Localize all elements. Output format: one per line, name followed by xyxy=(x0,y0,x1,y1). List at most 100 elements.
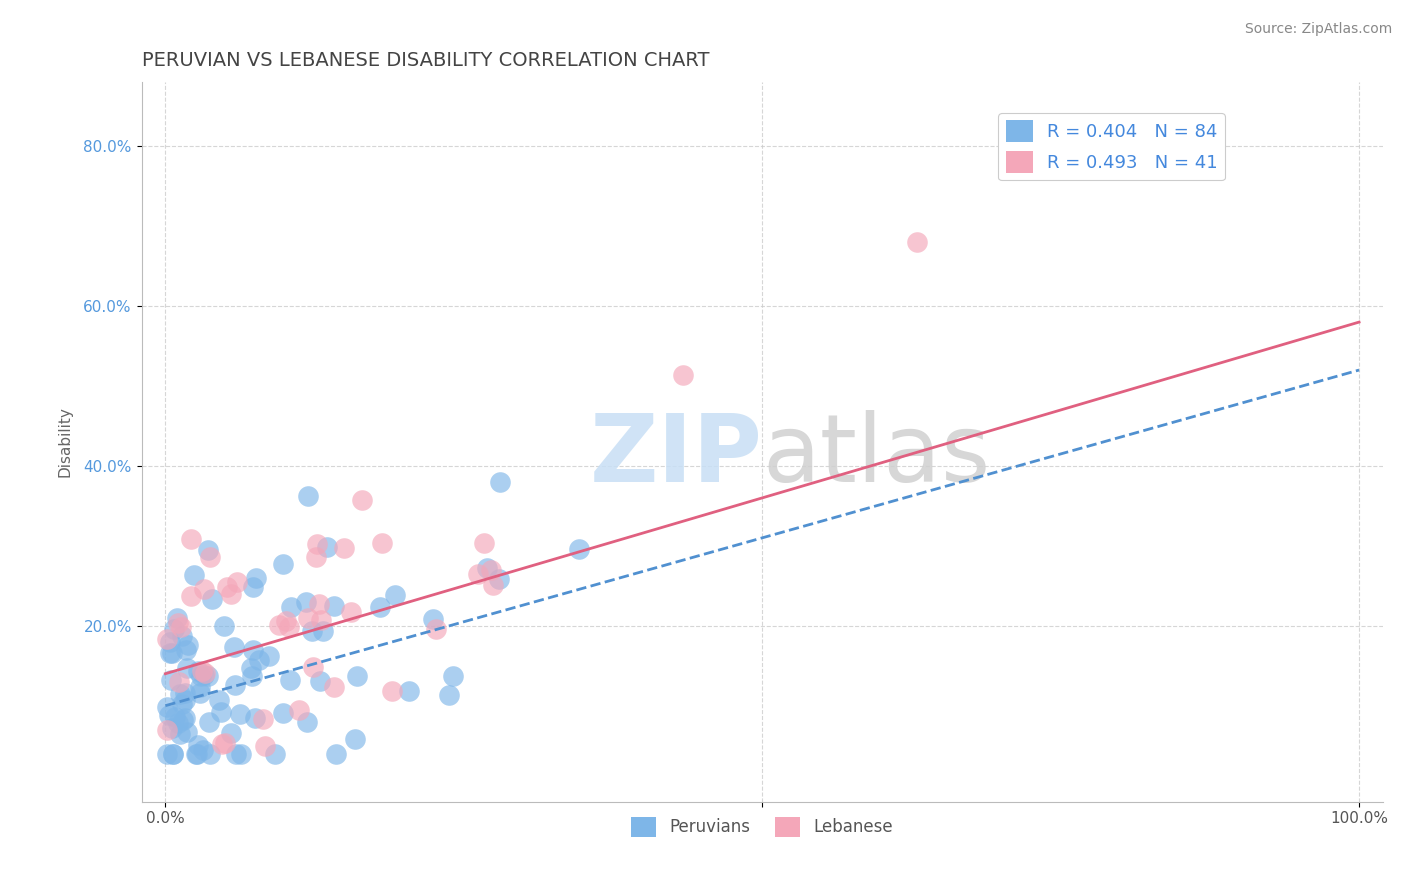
Peruvians xyxy=(568,541,591,556)
Peruvians xyxy=(488,572,510,586)
Peruvians xyxy=(224,640,246,655)
Lebanese xyxy=(371,536,394,550)
Peruvians xyxy=(441,669,464,683)
Lebanese xyxy=(672,368,695,383)
Peruvians xyxy=(198,714,221,729)
Peruvians xyxy=(242,580,264,594)
Lebanese xyxy=(269,618,291,632)
Peruvians xyxy=(242,643,264,657)
Peruvians xyxy=(280,600,302,615)
Peruvians xyxy=(173,711,195,725)
Lebanese xyxy=(252,712,274,726)
Peruvians xyxy=(197,543,219,558)
Peruvians xyxy=(398,683,420,698)
Peruvians xyxy=(183,567,205,582)
Peruvians xyxy=(169,726,191,740)
Peruvians xyxy=(159,635,181,649)
Peruvians xyxy=(477,561,499,575)
Peruvians xyxy=(264,747,287,761)
Peruvians xyxy=(225,747,247,761)
Peruvians xyxy=(184,747,207,761)
Lebanese xyxy=(381,683,404,698)
Peruvians xyxy=(174,643,197,657)
Lebanese xyxy=(169,675,191,690)
Lebanese xyxy=(180,589,202,603)
Lebanese xyxy=(214,736,236,750)
Peruvians xyxy=(224,678,246,692)
Peruvians xyxy=(384,589,406,603)
Peruvians xyxy=(163,623,186,637)
Lebanese xyxy=(226,574,249,589)
Peruvians xyxy=(201,591,224,606)
Peruvians xyxy=(309,673,332,688)
Text: PERUVIAN VS LEBANESE DISABILITY CORRELATION CHART: PERUVIAN VS LEBANESE DISABILITY CORRELAT… xyxy=(142,51,709,70)
Peruvians xyxy=(297,489,319,503)
Peruvians xyxy=(160,646,183,660)
Peruvians xyxy=(170,629,193,643)
Peruvians xyxy=(157,707,180,722)
Peruvians xyxy=(240,661,263,675)
Lebanese xyxy=(179,532,201,546)
Lebanese xyxy=(155,632,177,646)
Lebanese xyxy=(193,582,215,596)
Peruvians xyxy=(165,710,187,724)
Lebanese xyxy=(277,620,299,634)
Peruvians xyxy=(271,706,294,720)
Lebanese xyxy=(333,541,356,556)
Peruvians xyxy=(190,669,212,683)
Peruvians xyxy=(186,747,208,761)
Peruvians xyxy=(247,652,270,666)
Lebanese xyxy=(288,703,311,717)
Lebanese xyxy=(472,536,495,550)
Peruvians xyxy=(315,540,337,554)
Lebanese xyxy=(219,587,242,601)
Lebanese xyxy=(482,578,505,592)
Lebanese xyxy=(340,605,363,619)
Peruvians xyxy=(301,624,323,638)
Peruvians xyxy=(156,700,179,714)
Peruvians xyxy=(200,747,222,761)
Peruvians xyxy=(162,747,184,761)
Peruvians xyxy=(187,664,209,678)
Peruvians xyxy=(162,747,184,761)
Lebanese xyxy=(305,537,328,551)
Peruvians xyxy=(188,680,211,694)
Peruvians xyxy=(170,698,193,712)
Lebanese xyxy=(156,723,179,738)
Text: atlas: atlas xyxy=(762,410,990,502)
Peruvians xyxy=(489,475,512,490)
Peruvians xyxy=(346,669,368,683)
Peruvians xyxy=(242,669,264,683)
Peruvians xyxy=(257,649,280,664)
Peruvians xyxy=(209,705,232,719)
Lebanese xyxy=(467,567,489,582)
Peruvians xyxy=(176,724,198,739)
Lebanese xyxy=(304,549,326,564)
Lebanese xyxy=(297,611,319,625)
Peruvians xyxy=(243,711,266,725)
Peruvians xyxy=(271,557,294,571)
Peruvians xyxy=(439,688,461,702)
Lebanese xyxy=(274,614,297,628)
Peruvians xyxy=(159,647,181,661)
Peruvians xyxy=(344,731,367,746)
Lebanese xyxy=(254,739,277,753)
Peruvians xyxy=(295,714,318,729)
Peruvians xyxy=(278,673,301,688)
Lebanese xyxy=(311,613,333,627)
Peruvians xyxy=(166,716,188,731)
Lebanese xyxy=(198,550,221,565)
Peruvians xyxy=(312,624,335,638)
Lebanese xyxy=(301,659,323,673)
Peruvians xyxy=(177,638,200,652)
Peruvians xyxy=(160,673,183,688)
Peruvians xyxy=(155,747,177,761)
Peruvians xyxy=(212,619,235,633)
Lebanese xyxy=(194,666,217,681)
Peruvians xyxy=(160,722,183,736)
Y-axis label: Disability: Disability xyxy=(58,407,72,477)
Peruvians xyxy=(188,685,211,699)
Legend: Peruvians, Lebanese: Peruvians, Lebanese xyxy=(624,810,900,844)
Peruvians xyxy=(173,686,195,700)
Lebanese xyxy=(211,737,233,751)
